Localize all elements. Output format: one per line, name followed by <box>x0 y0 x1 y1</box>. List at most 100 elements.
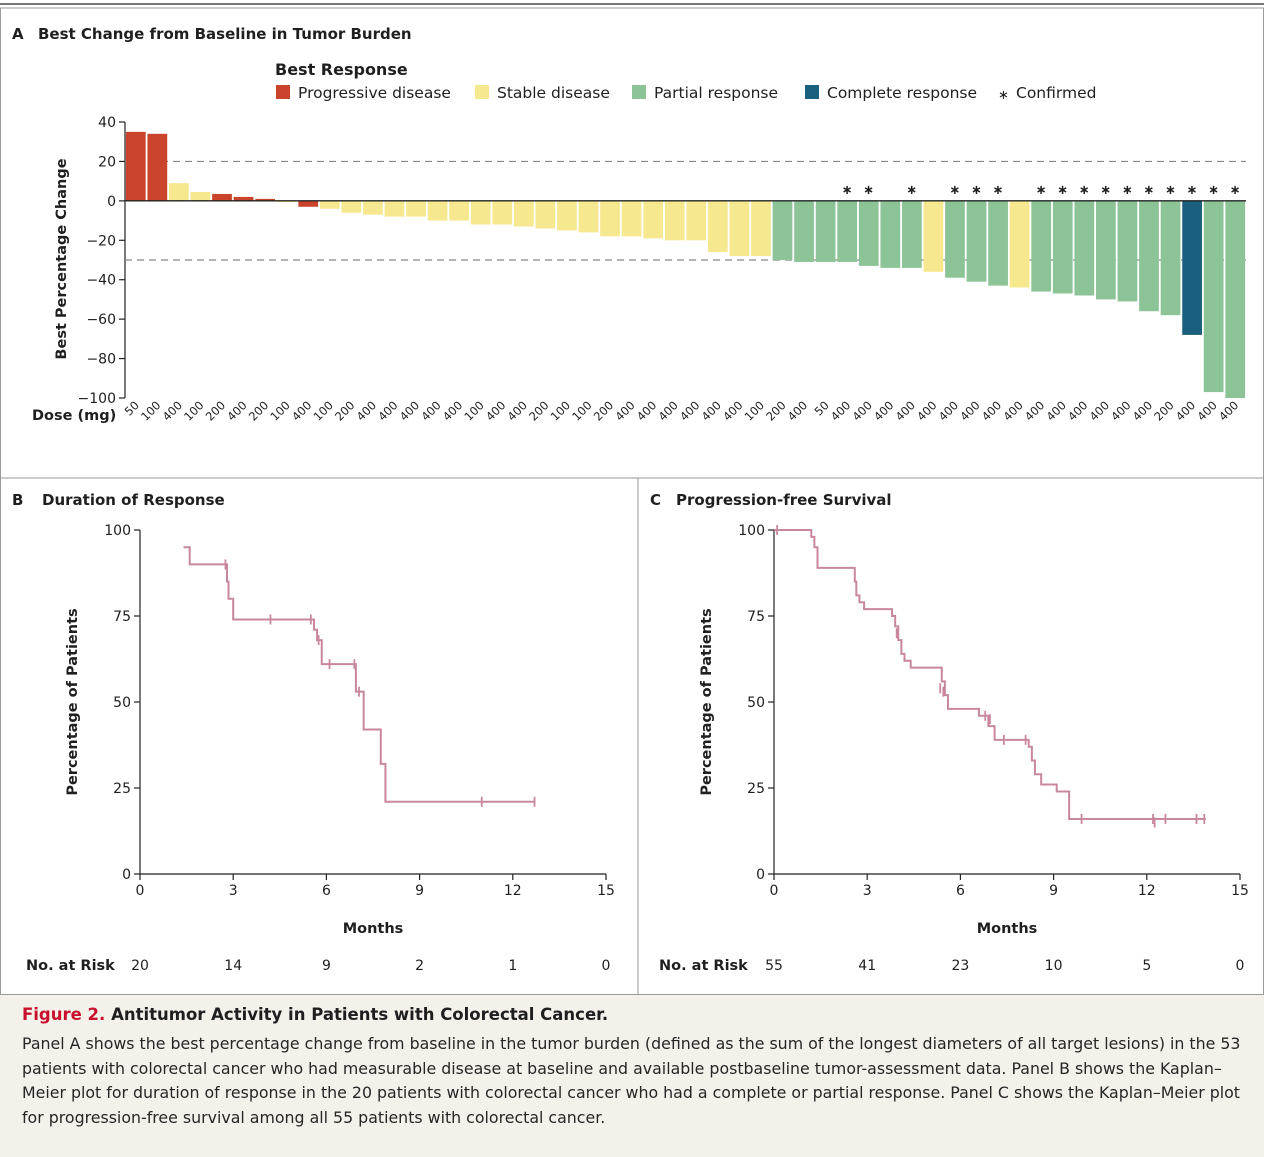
dose-label: 400 <box>1108 398 1133 423</box>
confirmed-marker: ∗ <box>1057 183 1068 198</box>
caption-title-line: Figure 2. Antitumor Activity in Patients… <box>22 1005 1242 1024</box>
dose-label: 400 <box>634 398 659 423</box>
x-tick-label: 0 <box>136 883 145 899</box>
dose-label: 400 <box>655 398 680 423</box>
dose-label: 400 <box>483 398 508 423</box>
bar <box>707 200 728 253</box>
bar <box>729 200 750 257</box>
dose-label: 200 <box>526 398 551 423</box>
bar <box>1160 200 1181 316</box>
legend-confirmed-symbol: ∗ <box>998 88 1009 103</box>
bar <box>190 191 211 201</box>
y-tick-label: 50 <box>747 695 765 711</box>
bar <box>513 200 534 227</box>
y-tick-label: −100 <box>78 391 116 407</box>
dose-label: 400 <box>354 398 379 423</box>
bar <box>837 200 858 262</box>
bar <box>449 200 470 221</box>
bar <box>1139 200 1159 312</box>
bar <box>1203 200 1224 393</box>
legend: Progressive disease Stable disease Parti… <box>276 84 1096 103</box>
figure-caption: Figure 2. Antitumor Activity in Patients… <box>0 994 1264 1157</box>
dose-label: 400 <box>1087 398 1112 423</box>
bar <box>319 200 340 209</box>
bar <box>233 196 254 201</box>
dose-label: 400 <box>699 398 724 423</box>
panel-c-ylabel: Percentage of Patients <box>699 608 715 795</box>
dose-label: 100 <box>742 398 767 423</box>
bar <box>923 200 944 272</box>
dose-label: 400 <box>979 398 1004 423</box>
confirmed-marker: ∗ <box>1208 183 1219 198</box>
bar <box>664 200 685 241</box>
x-tick-label: 0 <box>770 883 779 899</box>
bar <box>686 200 707 241</box>
bar <box>1095 200 1116 300</box>
panel-c-letter: C <box>650 491 661 509</box>
panel-c-xlabel: Months <box>977 921 1038 937</box>
dose-label: 100 <box>138 398 163 423</box>
legend-swatch-sd <box>475 85 489 99</box>
panel-a-title: Best Change from Baseline in Tumor Burde… <box>38 25 412 43</box>
panel-a: A Best Change from Baseline in Tumor Bur… <box>12 25 1246 424</box>
bar <box>1117 200 1138 302</box>
dose-label: 200 <box>591 398 616 423</box>
dose-label: 400 <box>957 398 982 423</box>
km-plot-duration: 0 25 50 75 100 0 3 6 9 12 15 20 14 9 2 1 0 <box>104 523 615 974</box>
y-tick-label: −60 <box>86 312 116 328</box>
bar <box>492 200 513 225</box>
caption-body: Panel A shows the best percentage change… <box>22 1034 1241 1127</box>
legend-swatch-pd <box>276 85 290 99</box>
y-tick-label: 50 <box>113 695 131 711</box>
bar <box>578 200 599 233</box>
dose-label: 400 <box>224 398 249 423</box>
dose-label: 400 <box>1022 398 1047 423</box>
confirmed-marker: ∗ <box>993 183 1004 198</box>
dose-label: Dose (mg) <box>32 408 116 424</box>
dose-label: 400 <box>871 398 896 423</box>
dose-label: 400 <box>1130 398 1155 423</box>
dose-label: 200 <box>1151 398 1176 423</box>
dose-label: 400 <box>849 398 874 423</box>
at-risk-count: 9 <box>322 958 331 974</box>
confirmed-marker: ∗ <box>1187 183 1198 198</box>
dose-label: 400 <box>160 398 185 423</box>
bar <box>169 183 189 201</box>
x-tick-label: 3 <box>863 883 872 899</box>
at-risk-count: 0 <box>602 958 611 974</box>
bar <box>298 200 319 207</box>
bar <box>470 200 491 225</box>
y-tick-label: 40 <box>98 115 116 131</box>
x-tick-label: 3 <box>229 883 238 899</box>
at-risk-count: 55 <box>765 958 783 974</box>
dose-label: 400 <box>677 398 702 423</box>
confirmed-marker: ∗ <box>842 183 853 198</box>
y-tick-label: 25 <box>747 781 765 797</box>
panel-b-ylabel: Percentage of Patients <box>65 608 81 795</box>
x-tick-label: 15 <box>597 883 615 899</box>
y-tick-label: 100 <box>104 523 131 539</box>
at-risk-count: 10 <box>1045 958 1063 974</box>
bar <box>406 200 426 217</box>
bar <box>363 200 383 215</box>
at-risk-count: 14 <box>224 958 242 974</box>
at-risk-count: 0 <box>1236 958 1245 974</box>
bar <box>125 131 146 201</box>
y-tick-label: 75 <box>113 609 131 625</box>
x-tick-label: 6 <box>956 883 965 899</box>
legend-swatch-pr <box>632 85 646 99</box>
bar <box>966 200 987 282</box>
dose-label: 200 <box>203 398 228 423</box>
dose-label: 400 <box>828 398 853 423</box>
bar <box>1225 200 1246 398</box>
bar <box>880 200 901 268</box>
legend-label-pd: Progressive disease <box>298 84 451 102</box>
bar <box>212 193 232 201</box>
dose-label: 400 <box>785 398 810 423</box>
confirmed-marker: ∗ <box>1165 183 1176 198</box>
dose-label: 400 <box>289 398 314 423</box>
confirmed-marker: ∗ <box>1230 183 1241 198</box>
bar <box>772 200 793 260</box>
